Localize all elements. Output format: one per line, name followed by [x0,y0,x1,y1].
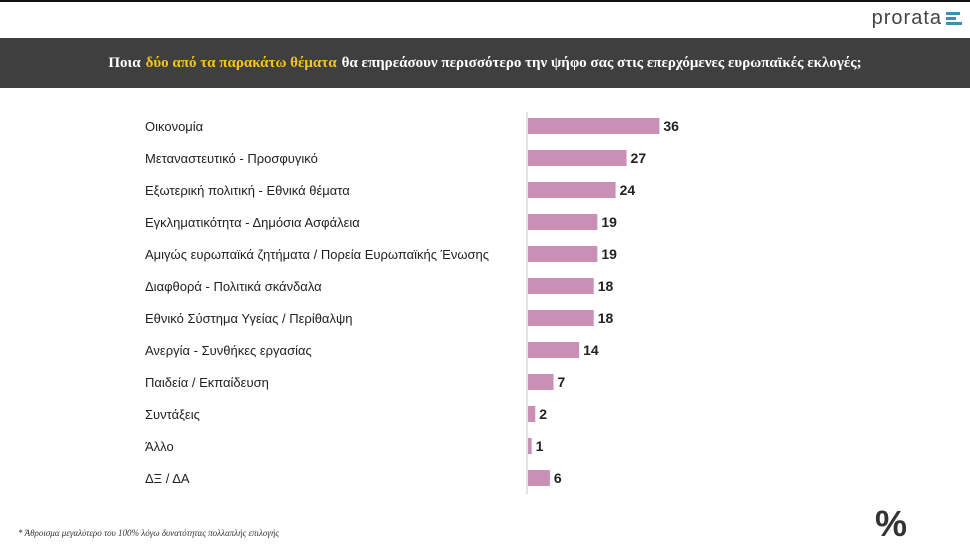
question-text-start: Ποια [108,54,141,71]
bar-chart: Οικονομία 36 Μεταναστευτικό - Προσφυγικό 27… [145,112,679,494]
top-border [0,0,970,2]
data-label: 18 [598,278,614,294]
data-label: 19 [601,214,617,230]
data-label: 2 [539,406,547,422]
bar [528,214,598,230]
data-label: 19 [601,246,617,262]
category-label: Παιδεία / Εκπαίδευση [145,375,269,390]
data-label: 6 [554,470,562,486]
data-label: 7 [558,374,566,390]
bar [528,278,594,294]
bar [528,342,580,358]
category-label: Συντάξεις [145,407,200,422]
category-label: Αμιγώς ευρωπαϊκά ζητήματα / Πορεία Ευρωπ… [145,247,489,262]
category-label: Οικονομία [145,119,204,134]
footnote: * Άθροισμα μεγαλύτερο του 100% λόγω δυνα… [18,528,280,538]
category-label: Μεταναστευτικό - Προσφυγικό [145,151,318,166]
data-label: 18 [598,310,614,326]
data-label: 14 [583,342,599,358]
data-label: 36 [663,118,679,134]
category-label: ΔΞ / ΔΑ [145,471,190,486]
category-label: Ανεργία - Συνθήκες εργασίας [145,343,312,358]
question-text-end: θα επηρεάσουν περισσότερο την ψήφο σας σ… [341,54,862,71]
data-label: 27 [631,150,647,166]
question-highlight: δύο από τα παρακάτω θέματα [145,54,337,71]
bar [528,438,532,454]
data-label: 24 [620,182,636,198]
top-bar: prorata [0,0,970,38]
data-label: 1 [536,438,544,454]
bar [528,150,627,166]
brand-name: prorata [871,6,942,29]
bar [528,470,550,486]
bar [528,118,660,134]
bar [528,406,536,422]
bar [528,182,616,198]
category-label: Εθνικό Σύστημα Υγείας / Περίθαλψη [145,311,352,326]
bar [528,246,598,262]
category-label: Άλλο [145,439,174,454]
category-label: Εγκληματικότητα - Δημόσια Ασφάλεια [145,215,360,230]
logo-lines-icon [946,9,962,27]
bar [528,310,594,326]
bar [528,374,554,390]
question-banner: Ποια δύο από τα παρακάτω θέματα θα επηρε… [0,38,970,88]
category-label: Εξωτερική πολιτική - Εθνικά θέματα [145,183,350,198]
percent-icon: % [875,503,908,544]
brand-logo: prorata [872,6,962,30]
category-label: Διαφθορά - Πολιτικά σκάνδαλα [145,279,322,294]
